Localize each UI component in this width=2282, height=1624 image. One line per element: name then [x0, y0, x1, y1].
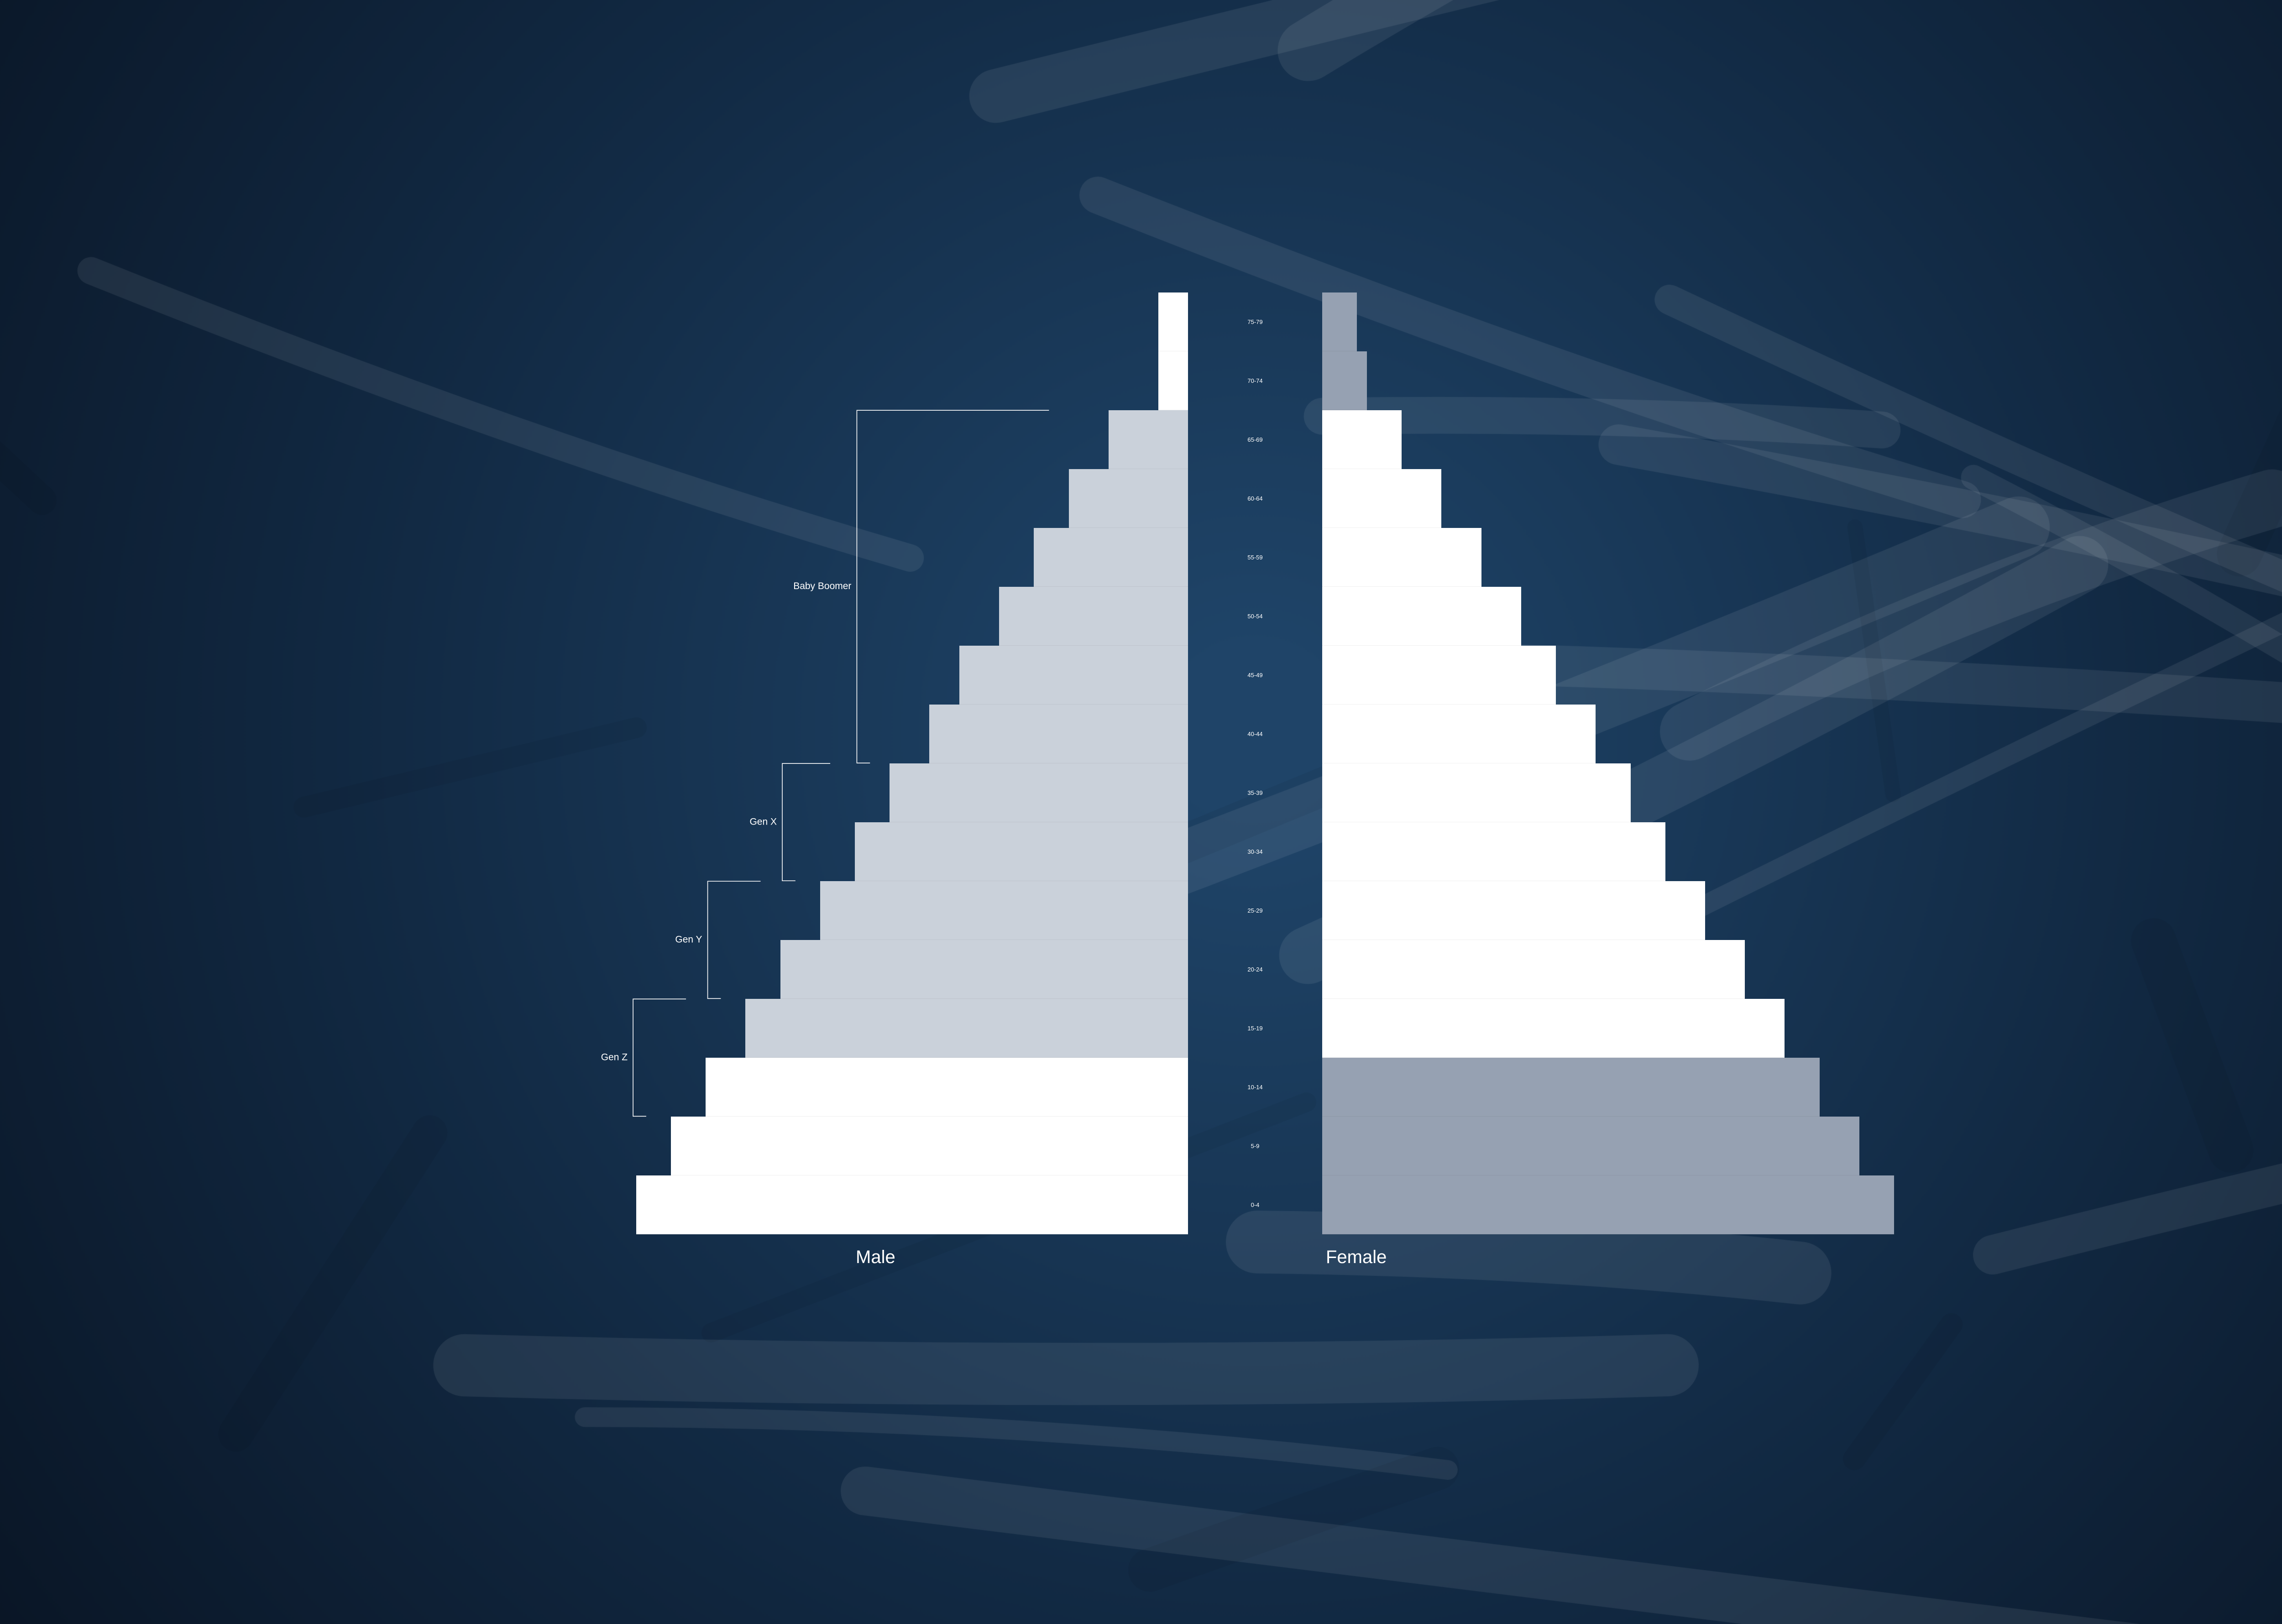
- age-row: 65-69: [616, 410, 1894, 469]
- age-row: 50-54: [616, 587, 1894, 646]
- bar-male: [671, 1117, 1188, 1175]
- age-band-label: 5-9: [1188, 1117, 1322, 1175]
- age-row: 10-14: [616, 1058, 1894, 1117]
- age-band-label: 60-64: [1188, 469, 1322, 528]
- bar-male: [1109, 410, 1188, 469]
- bar-male: [1158, 292, 1188, 351]
- age-row: 0-4: [616, 1175, 1894, 1234]
- age-row: 25-29: [616, 881, 1894, 940]
- bar-female: [1322, 822, 1665, 881]
- chart-wrap: 75-7970-7465-6960-6455-5950-5445-4940-44…: [0, 0, 2282, 1624]
- age-row: 60-64: [616, 469, 1894, 528]
- bar-male: [1069, 469, 1188, 528]
- bar-male: [745, 999, 1188, 1058]
- age-row: 35-39: [616, 763, 1894, 822]
- bar-female: [1322, 528, 1481, 587]
- bar-male: [780, 940, 1188, 999]
- bar-male: [1158, 351, 1188, 410]
- population-pyramid: 75-7970-7465-6960-6455-5950-5445-4940-44…: [616, 292, 1894, 1234]
- bar-female: [1322, 292, 1357, 351]
- age-band-label: 65-69: [1188, 410, 1322, 469]
- age-row: 5-9: [616, 1117, 1894, 1175]
- age-band-label: 55-59: [1188, 528, 1322, 587]
- bar-female: [1322, 763, 1631, 822]
- age-band-label: 70-74: [1188, 351, 1322, 410]
- bar-female: [1322, 940, 1745, 999]
- age-row: 40-44: [616, 705, 1894, 763]
- chart-stage: 75-7970-7465-6960-6455-5950-5445-4940-44…: [0, 0, 2282, 1624]
- age-band-label: 50-54: [1188, 587, 1322, 646]
- bar-male: [999, 587, 1188, 646]
- age-row: 15-19: [616, 999, 1894, 1058]
- bar-female: [1322, 587, 1521, 646]
- bar-male: [820, 881, 1188, 940]
- axis-labels: Male Female: [559, 1247, 1837, 1271]
- axis-label-male: Male: [856, 1247, 895, 1268]
- bar-male: [890, 763, 1188, 822]
- bar-male: [929, 705, 1188, 763]
- bar-female: [1322, 351, 1367, 410]
- bar-female: [1322, 999, 1785, 1058]
- bar-female: [1322, 881, 1705, 940]
- bar-male: [706, 1058, 1188, 1117]
- bar-female: [1322, 1117, 1859, 1175]
- age-row: 75-79: [616, 292, 1894, 351]
- age-band-label: 15-19: [1188, 999, 1322, 1058]
- age-row: 20-24: [616, 940, 1894, 999]
- age-band-label: 35-39: [1188, 763, 1322, 822]
- age-band-label: 20-24: [1188, 940, 1322, 999]
- age-row: 30-34: [616, 822, 1894, 881]
- age-band-label: 45-49: [1188, 646, 1322, 705]
- bar-female: [1322, 646, 1556, 705]
- bar-male: [959, 646, 1188, 705]
- bar-female: [1322, 469, 1441, 528]
- age-band-label: 75-79: [1188, 292, 1322, 351]
- age-band-label: 40-44: [1188, 705, 1322, 763]
- age-band-label: 0-4: [1188, 1175, 1322, 1234]
- age-band-label: 30-34: [1188, 822, 1322, 881]
- bar-female: [1322, 705, 1596, 763]
- bar-female: [1322, 1058, 1820, 1117]
- bar-female: [1322, 410, 1402, 469]
- age-row: 45-49: [616, 646, 1894, 705]
- bar-male: [1034, 528, 1188, 587]
- age-band-label: 10-14: [1188, 1058, 1322, 1117]
- bar-male: [855, 822, 1188, 881]
- age-row: 70-74: [616, 351, 1894, 410]
- bar-female: [1322, 1175, 1894, 1234]
- axis-label-female: Female: [1326, 1247, 1387, 1268]
- bar-male: [636, 1175, 1188, 1234]
- age-row: 55-59: [616, 528, 1894, 587]
- age-band-label: 25-29: [1188, 881, 1322, 940]
